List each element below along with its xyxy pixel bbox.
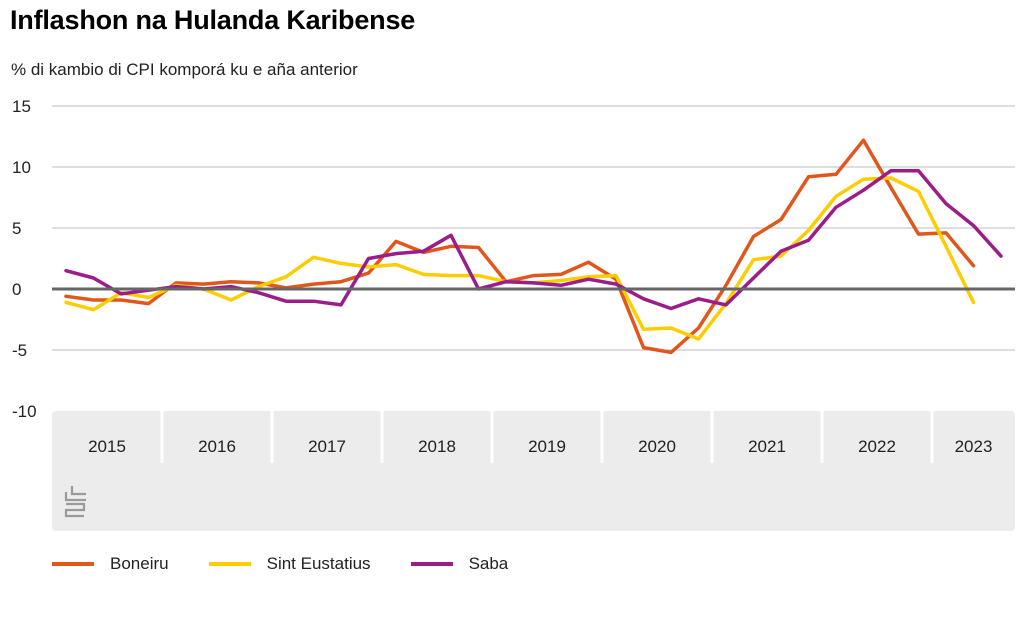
y-axis-ticks: 15 10 5 0 -5 -10 bbox=[12, 97, 37, 421]
x-tick-label: 2017 bbox=[308, 437, 346, 456]
y-tick-label: 10 bbox=[12, 158, 31, 177]
y-tick-label: -5 bbox=[12, 341, 27, 360]
x-axis: 2015 2016 2017 2018 2019 2020 2021 2022 2023 bbox=[52, 411, 1015, 531]
legend-swatch-boneiru bbox=[52, 562, 94, 566]
logo-stroke bbox=[64, 502, 86, 518]
chart-subtitle: % di kambio di CPI komporá ku e aña ante… bbox=[11, 60, 358, 79]
y-tick-label: 15 bbox=[12, 97, 31, 116]
series-line-sint-eustatius bbox=[64, 176, 976, 341]
series-line-boneiru bbox=[64, 138, 976, 355]
legend-swatch-saba bbox=[410, 562, 453, 566]
x-tick-label: 2018 bbox=[418, 437, 456, 456]
legend-item-saba: Saba bbox=[410, 554, 509, 574]
y-tick-label: -10 bbox=[12, 402, 37, 421]
x-tick-label: 2016 bbox=[198, 437, 236, 456]
legend-label-saba: Saba bbox=[468, 554, 509, 573]
gridlines bbox=[52, 105, 1015, 351]
legend: Boneiru Sint Eustatius Saba bbox=[52, 554, 548, 574]
y-tick-label: 0 bbox=[12, 280, 21, 299]
x-tick-label: 2022 bbox=[858, 437, 896, 456]
logo-stroke bbox=[64, 486, 86, 502]
legend-swatch-sint-eustatius bbox=[208, 562, 251, 566]
legend-item-sint-eustatius: Sint Eustatius bbox=[208, 554, 371, 574]
legend-label-boneiru: Boneiru bbox=[110, 554, 169, 573]
series-lines bbox=[52, 138, 1015, 355]
x-tick-label: 2023 bbox=[955, 437, 993, 456]
chart-title: Inflashon na Hulanda Karibense bbox=[10, 5, 416, 35]
cbs-logo-icon bbox=[64, 486, 86, 518]
legend-label-sint-eustatius: Sint Eustatius bbox=[266, 554, 371, 573]
x-tick-label: 2021 bbox=[748, 437, 786, 456]
x-axis-panel bbox=[52, 411, 1015, 531]
x-tick-label: 2020 bbox=[638, 437, 676, 456]
x-tick-label: 2015 bbox=[88, 437, 126, 456]
legend-item-boneiru: Boneiru bbox=[52, 554, 169, 574]
x-tick-label: 2019 bbox=[528, 437, 566, 456]
y-tick-label: 5 bbox=[12, 219, 21, 238]
series-line-saba bbox=[64, 168, 1003, 311]
